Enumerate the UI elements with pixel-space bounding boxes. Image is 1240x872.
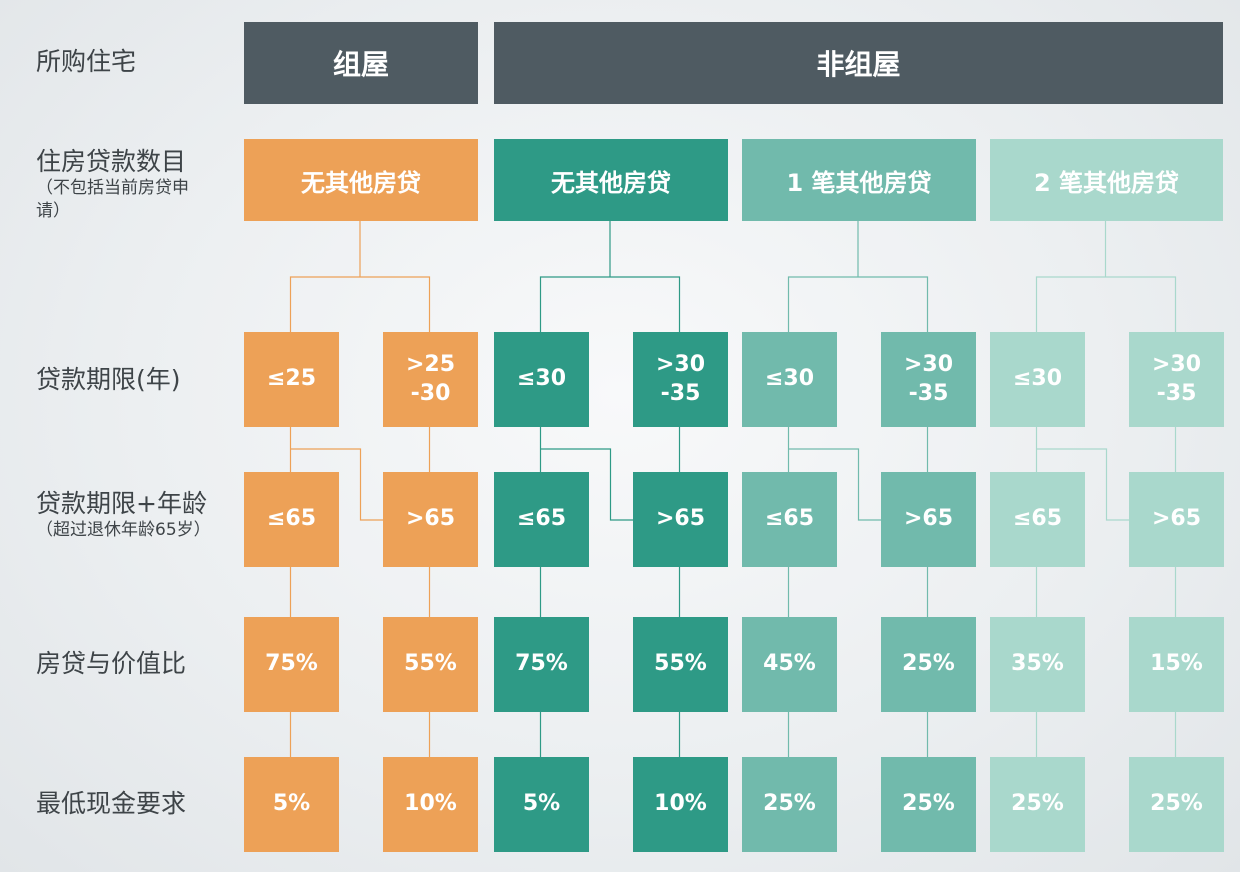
cash-cell-1-left: 5% (494, 757, 589, 852)
cash-cell-2-left: 25% (742, 757, 837, 852)
ltv-cell-0-left: 75% (244, 617, 339, 712)
header-hdb: 组屋 (244, 22, 478, 104)
cash-cell-0-left: 5% (244, 757, 339, 852)
header-private: 非组屋 (494, 22, 1223, 104)
age-cell-3-right: >65 (1129, 472, 1224, 567)
cash-cell-3-left: 25% (990, 757, 1085, 852)
row-label-term-age-main: 贷款期限+年龄 (36, 489, 207, 518)
connector-line (290, 448, 383, 521)
ltv-cell-1-right: 55% (633, 617, 728, 712)
term-cell-3-right: >30 -35 (1129, 332, 1224, 427)
category-box-1: 无其他房贷 (494, 139, 728, 221)
cash-cell-1-right: 10% (633, 757, 728, 852)
term-cell-0-right: >25 -30 (383, 332, 478, 427)
ltv-cell-1-left: 75% (494, 617, 589, 712)
age-cell-2-right: >65 (881, 472, 976, 567)
row-label-term: 贷款期限(年) (36, 365, 181, 394)
ltv-cell-0-right: 55% (383, 617, 478, 712)
cash-cell-2-right: 25% (881, 757, 976, 852)
row-label-term-age: 贷款期限+年龄 （超过退休年龄65岁） (36, 488, 211, 542)
term-cell-2-right: >30 -35 (881, 332, 976, 427)
row-label-housing: 所购住宅 (36, 47, 137, 76)
connector-line (289, 276, 431, 332)
ltv-cell-2-right: 25% (881, 617, 976, 712)
term-cell-1-right: >30 -35 (633, 332, 728, 427)
connector-line (788, 448, 881, 521)
age-cell-3-left: ≤65 (990, 472, 1085, 567)
ltv-cell-2-left: 45% (742, 617, 837, 712)
category-box-0: 无其他房贷 (244, 139, 478, 221)
age-cell-2-left: ≤65 (742, 472, 837, 567)
age-cell-1-right: >65 (633, 472, 728, 567)
term-cell-2-left: ≤30 (742, 332, 837, 427)
category-box-2: 1 笔其他房贷 (742, 139, 976, 221)
connector-line (1035, 276, 1177, 332)
age-cell-1-left: ≤65 (494, 472, 589, 567)
row-label-cash: 最低现金要求 (36, 789, 187, 818)
age-cell-0-right: >65 (383, 472, 478, 567)
term-cell-3-left: ≤30 (990, 332, 1085, 427)
row-label-ltv: 房贷与价值比 (36, 649, 187, 678)
ltv-cell-3-left: 35% (990, 617, 1085, 712)
row-label-loans: 住房贷款数目 （不包括当前房贷申请） (36, 146, 211, 223)
connector-line (539, 276, 681, 332)
row-label-loans-sub: （不包括当前房贷申请） (36, 178, 189, 222)
term-cell-0-left: ≤25 (244, 332, 339, 427)
cash-cell-0-right: 10% (383, 757, 478, 852)
row-label-loans-main: 住房贷款数目 (36, 147, 187, 176)
term-cell-1-left: ≤30 (494, 332, 589, 427)
row-label-term-age-sub: （超过退休年龄65岁） (36, 520, 211, 541)
ltv-cell-3-right: 15% (1129, 617, 1224, 712)
age-cell-0-left: ≤65 (244, 472, 339, 567)
connector-line (787, 276, 929, 332)
connector-line (1036, 448, 1129, 521)
category-box-3: 2 笔其他房贷 (990, 139, 1223, 221)
connector-line (540, 448, 633, 521)
cash-cell-3-right: 25% (1129, 757, 1224, 852)
